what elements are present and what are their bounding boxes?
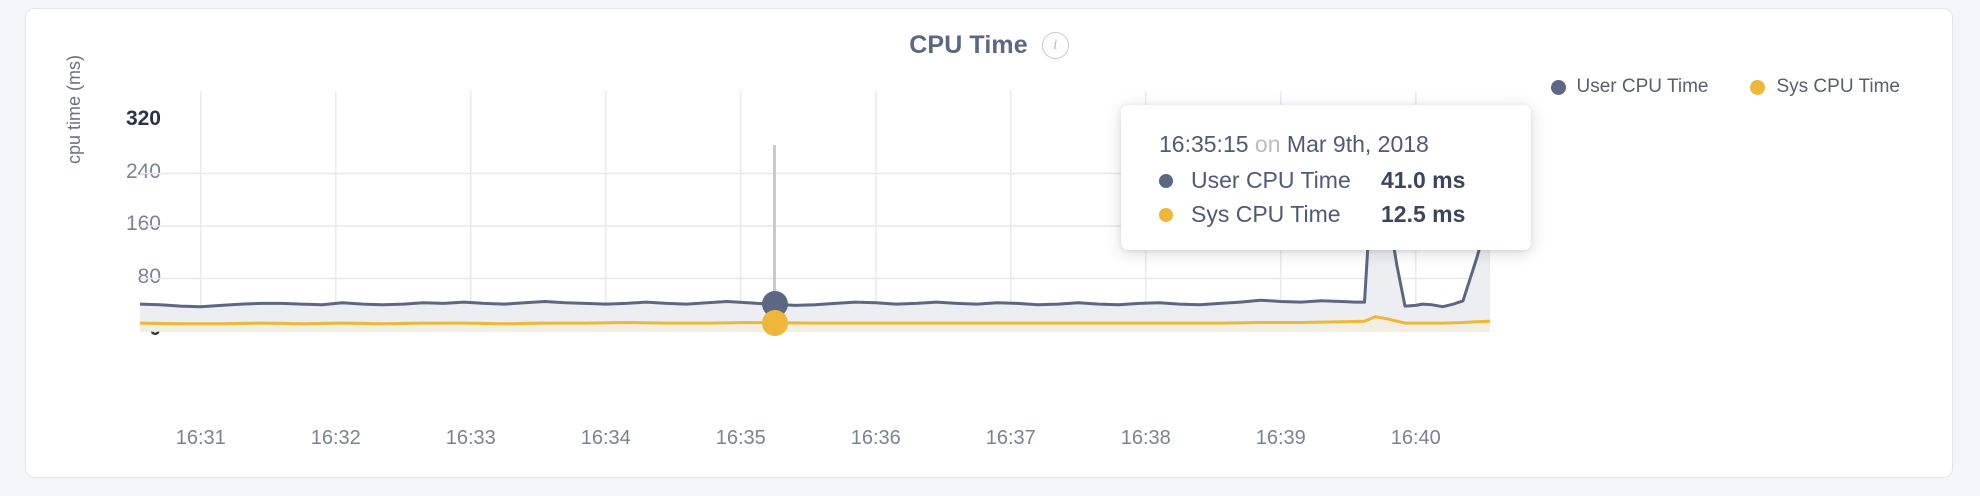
chart-line-user <box>140 122 1490 309</box>
x-axis-tick-16-37: 16:37 <box>985 427 1036 449</box>
y-axis-ticks: 080160240320 <box>86 9 161 477</box>
x-axis-tick-16-38: 16:38 <box>1120 427 1171 449</box>
tooltip-row-sys: Sys CPU Time 12.5 ms <box>1159 201 1531 228</box>
tooltip-name-user: User CPU Time <box>1191 167 1351 193</box>
tooltip-row-user: User CPU Time 41.0 ms <box>1159 167 1531 194</box>
y-axis-tick-80: 80 <box>137 264 161 288</box>
y-axis-tick-160: 160 <box>125 212 161 235</box>
tooltip-dot-sys <box>1159 207 1173 222</box>
legend-label-sys: Sys CPU Time <box>1776 76 1900 97</box>
x-axis-tick-16-39: 16:39 <box>1255 427 1306 449</box>
chart-line-sys <box>140 315 1490 326</box>
info-icon[interactable]: i <box>1041 32 1069 59</box>
hover-marker-sys <box>761 309 788 336</box>
x-axis-tick-16-35: 16:35 <box>715 427 766 449</box>
chart-plot-area[interactable]: cpu time (ms) 080160240320 16:3116:3216:… <box>26 9 1952 477</box>
tooltip-value-user: 41.0 ms <box>1381 167 1466 193</box>
legend-label-user: User CPU Time <box>1576 76 1709 97</box>
tooltip-name-sys: Sys CPU Time <box>1191 201 1341 227</box>
x-axis-tick-16-33: 16:33 <box>445 427 496 449</box>
x-axis-tick-16-36: 16:36 <box>850 427 901 449</box>
x-axis-ticks: 16:31 16:32 16:33 16:34 16:35 16:36 16:37 16:38… <box>26 9 1952 477</box>
x-axis-tick-16-32: 16:32 <box>310 427 361 449</box>
tooltip-timestamp: 16:35:15 on Mar 9th, 2018 <box>1159 131 1531 158</box>
chart-svg <box>140 91 1490 332</box>
legend-color-swatch-sys <box>1750 79 1766 95</box>
tooltip-dot-user <box>1159 173 1173 188</box>
tooltip-date: Mar 9th, 2018 <box>1286 131 1429 157</box>
x-axis-tick-16-34: 16:34 <box>580 427 631 449</box>
legend-item-user-cpu-time[interactable]: User CPU Time <box>1550 76 1709 98</box>
tooltip-value-sys: 12.5 ms <box>1381 201 1466 227</box>
hover-crosshair-line <box>773 145 776 331</box>
chart-tooltip: 16:35:15 on Mar 9th, 2018 User CPU Time … <box>1121 105 1531 250</box>
tooltip-on-word: on <box>1254 131 1281 157</box>
legend-item-sys-cpu-time[interactable]: Sys CPU Time <box>1750 76 1900 98</box>
chart-legend: User CPU Time Sys CPU Time <box>1550 76 1900 98</box>
x-axis-tick-16-40: 16:40 <box>1390 427 1441 449</box>
legend-color-swatch-user <box>1550 79 1566 95</box>
page-title: CPU Time <box>909 31 1028 59</box>
tooltip-time: 16:35:15 <box>1159 131 1249 157</box>
x-axis-tick-16-31: 16:31 <box>175 427 226 449</box>
cpu-time-card: CPU Time i User CPU Time Sys CPU Time cp… <box>25 8 1953 478</box>
chart-area-user <box>140 124 1490 331</box>
y-axis-tick-240: 240 <box>125 159 161 183</box>
y-axis-tick-320: 320 <box>125 107 161 130</box>
card-header: CPU Time i <box>26 31 1952 60</box>
